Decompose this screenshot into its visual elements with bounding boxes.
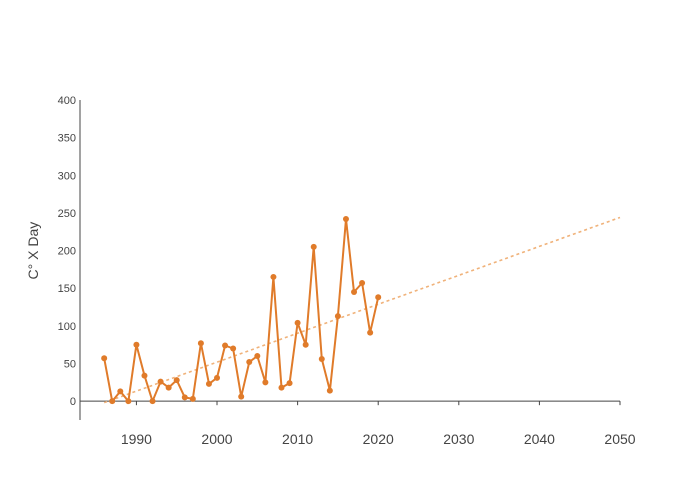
data-point	[278, 384, 285, 391]
data-point	[181, 394, 188, 401]
data-point	[294, 319, 301, 326]
y-axis-label: C° X Day	[25, 222, 41, 280]
y-tick-label: 300	[58, 170, 76, 182]
y-tick-label: 400	[58, 95, 76, 107]
x-tick-label: 2010	[282, 431, 313, 447]
trendline	[103, 216, 621, 404]
data-point	[254, 353, 261, 359]
data-point	[173, 377, 180, 384]
x-tick-label: 2050	[604, 431, 635, 447]
data-point	[230, 345, 237, 352]
data-point	[286, 380, 293, 387]
data-point	[334, 313, 341, 320]
data-point	[375, 294, 382, 301]
data-point	[101, 355, 108, 362]
data-point	[326, 387, 333, 394]
data-point	[238, 393, 245, 400]
x-tick-label: 1990	[121, 431, 152, 447]
data-point	[117, 388, 124, 395]
y-tick-label: 250	[58, 208, 76, 220]
x-axis: 1990 2000 2010 2020 2030 2040 2050	[80, 400, 636, 447]
x-tick-label: 2030	[443, 431, 474, 447]
data-point	[189, 395, 196, 402]
data-point	[318, 356, 325, 363]
x-tick-label: 2020	[363, 431, 394, 447]
data-point	[367, 329, 374, 336]
y-tick-label: 0	[70, 396, 76, 408]
data-point	[222, 342, 229, 349]
trendline-layer	[103, 216, 621, 404]
data-point	[141, 372, 148, 379]
y-tick-label: 150	[58, 283, 76, 295]
data-point	[149, 398, 156, 405]
data-point	[109, 398, 116, 405]
data-point	[214, 374, 221, 381]
y-tick-label: 100	[58, 321, 76, 333]
y-tick-label: 350	[58, 133, 76, 145]
data-point	[270, 273, 277, 280]
data-point	[310, 243, 317, 250]
data-point	[157, 378, 164, 385]
data-point	[165, 384, 172, 391]
data-point	[342, 215, 349, 222]
data-point	[197, 340, 204, 347]
data-point	[262, 379, 269, 386]
x-tick-label: 2040	[524, 431, 555, 447]
y-axis: 0 50 100 150 200 250 300 350 400	[58, 95, 81, 420]
data-point	[205, 380, 212, 387]
data-point	[351, 289, 358, 295]
series-layer	[101, 215, 382, 405]
data-point	[359, 279, 366, 286]
data-point	[125, 398, 132, 405]
x-tick-label: 2000	[201, 431, 232, 447]
y-tick-label: 200	[58, 246, 76, 258]
data-point	[133, 341, 140, 348]
data-point	[246, 359, 253, 366]
data-point	[302, 341, 309, 348]
y-tick-label: 50	[64, 359, 76, 371]
